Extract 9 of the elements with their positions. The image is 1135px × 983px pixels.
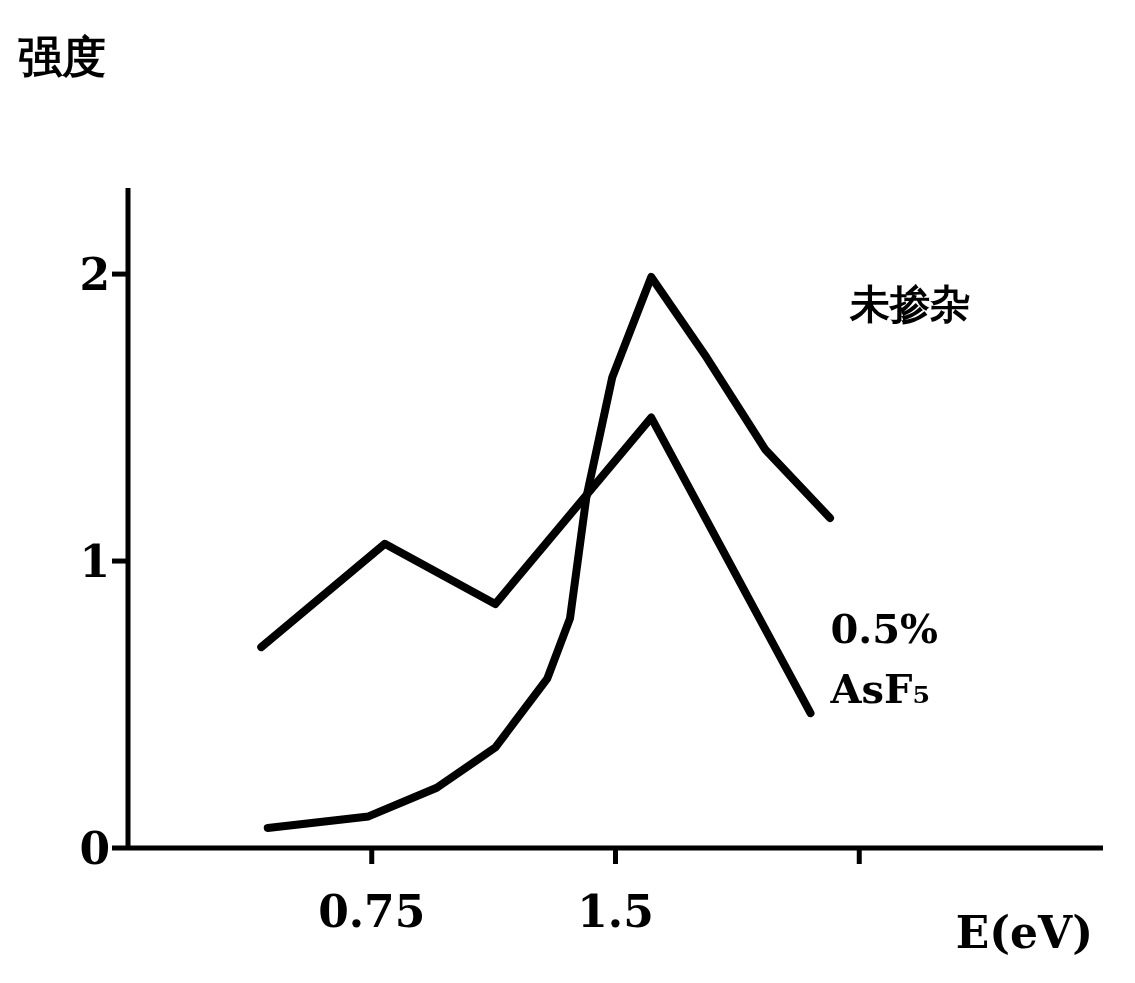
- y-axis-title: 强度: [18, 30, 106, 84]
- text: 未掺杂: [849, 280, 970, 327]
- y-tick-label: 0: [79, 822, 110, 874]
- series-label: 0.5% AsF₅: [829, 605, 939, 713]
- x-axis-title: E(eV): [955, 907, 1093, 958]
- y-tick-label: 1: [79, 535, 110, 587]
- x-tick-label: 1.5: [577, 886, 654, 938]
- y-tick-label: 2: [79, 248, 110, 300]
- x-tick-label: 0.75: [318, 886, 426, 938]
